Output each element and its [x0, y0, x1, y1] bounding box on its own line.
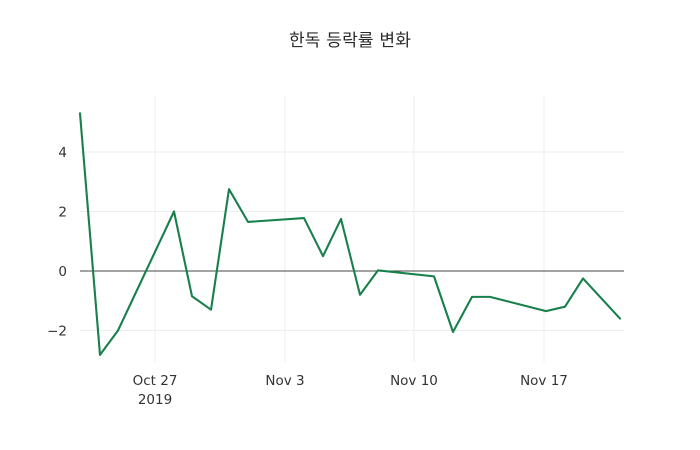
data-series-group [78, 112, 622, 356]
gridlines-vertical [154, 96, 545, 362]
y-tick-label: −2 [47, 324, 67, 340]
x-tick-label: Oct 27 [133, 373, 178, 389]
y-axis-tick-labels: −2 0 2 4 [47, 145, 67, 340]
y-tick-label: 0 [58, 264, 67, 280]
x-tick-sublabel: 2019 [138, 392, 172, 408]
y-tick-label: 4 [58, 145, 67, 161]
x-axis-tick-labels: Oct 27 2019 Nov 3 Nov 10 Nov 17 [133, 373, 568, 408]
y-tick-label: 2 [58, 205, 67, 221]
gridlines-horizontal [80, 151, 624, 331]
x-tick-label: Nov 10 [390, 373, 438, 389]
data-line-0 [78, 112, 622, 356]
x-tick-label: Nov 17 [520, 373, 568, 389]
chart-title: 한독 등락률 변화 [288, 31, 412, 51]
x-tick-label: Nov 3 [265, 373, 304, 389]
